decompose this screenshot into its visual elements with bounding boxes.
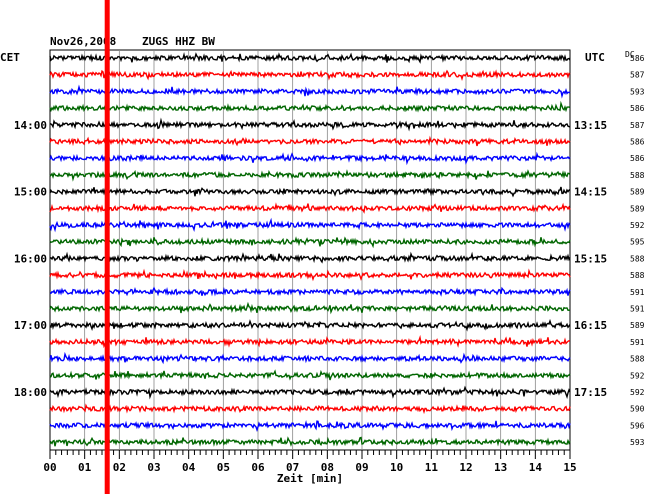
x-tick-label: 08 <box>321 461 334 474</box>
utc-time-label: 13:15 <box>574 119 607 132</box>
dc-value: 589 <box>630 321 645 330</box>
utc-time-label: 17:15 <box>574 386 607 399</box>
header-date: Nov26,2008 <box>50 35 116 48</box>
marker-group <box>104 0 110 494</box>
cet-time-label: 16:00 <box>14 252 47 265</box>
label-group: Nov26,2008 ZUGS HHZ BW CET UTC DC Zeit [… <box>0 35 645 485</box>
x-tick-label: 10 <box>390 461 403 474</box>
trace-group <box>49 52 571 447</box>
event-marker <box>104 0 110 494</box>
trace-line <box>49 436 571 447</box>
dc-value: 593 <box>630 87 645 96</box>
trace-line <box>49 286 571 297</box>
utc-time-label: 16:15 <box>574 319 607 332</box>
x-tick-label: 02 <box>113 461 126 474</box>
x-tick-label: 09 <box>355 461 368 474</box>
dc-value: 587 <box>630 71 645 80</box>
trace-line <box>49 236 571 249</box>
dc-value: 591 <box>630 338 645 347</box>
trace-line <box>49 69 571 82</box>
dc-value: 589 <box>630 188 645 197</box>
trace-line <box>49 268 571 282</box>
trace-line <box>49 351 571 365</box>
dc-value: 588 <box>630 254 645 263</box>
trace-line <box>49 151 571 166</box>
utc-label: UTC <box>585 51 605 64</box>
x-tick-label: 14 <box>529 461 543 474</box>
dc-value: 591 <box>630 305 645 314</box>
trace-line <box>49 52 571 64</box>
trace-line <box>49 251 571 264</box>
trace-line <box>49 217 571 233</box>
cet-time-label: 14:00 <box>14 119 47 132</box>
dc-value: 586 <box>630 104 645 113</box>
x-tick-label: 15 <box>563 461 576 474</box>
dc-value: 587 <box>630 121 645 130</box>
dc-value: 588 <box>630 271 645 280</box>
trace-line <box>49 135 571 147</box>
x-tick-label: 11 <box>425 461 439 474</box>
trace-line <box>49 318 571 332</box>
dc-value: 592 <box>630 221 645 230</box>
cet-time-label: 15:00 <box>14 186 47 199</box>
x-tick-label: 13 <box>494 461 507 474</box>
x-tick-label: 01 <box>78 461 92 474</box>
trace-line <box>49 186 571 198</box>
x-tick-label: 00 <box>43 461 56 474</box>
cet-time-label: 18:00 <box>14 386 47 399</box>
trace-line <box>49 403 571 415</box>
cet-time-label: 17:00 <box>14 319 47 332</box>
x-tick-label: 07 <box>286 461 299 474</box>
x-tick-label: 12 <box>459 461 472 474</box>
dc-value: 589 <box>630 204 645 213</box>
utc-time-label: 14:15 <box>574 186 607 199</box>
dc-value: 586 <box>630 138 645 147</box>
trace-line <box>49 202 571 214</box>
dc-value: 593 <box>630 438 645 447</box>
utc-time-label: 15:15 <box>574 252 607 265</box>
x-tick-label: 03 <box>147 461 160 474</box>
dc-value: 586 <box>630 154 645 163</box>
trace-line <box>49 169 571 182</box>
dc-value: 591 <box>630 288 645 297</box>
trace-line <box>49 334 571 349</box>
trace-line <box>49 100 571 113</box>
dc-value: 588 <box>630 355 645 364</box>
dc-value: 592 <box>630 371 645 380</box>
dc-value: 596 <box>630 421 645 430</box>
x-tick-label: 06 <box>251 461 265 474</box>
header-station: ZUGS HHZ BW <box>142 35 215 48</box>
dc-value: 590 <box>630 405 645 414</box>
dc-value: 588 <box>630 171 645 180</box>
trace-line <box>49 419 571 432</box>
grid <box>49 49 571 459</box>
trace-line <box>49 369 571 381</box>
trace-line <box>49 84 571 99</box>
dc-value: 595 <box>630 238 645 247</box>
dc-value: 592 <box>630 388 645 397</box>
x-tick-label: 04 <box>182 461 196 474</box>
trace-line <box>49 385 571 400</box>
x-axis-label: Zeit [min] <box>277 472 343 485</box>
cet-label: CET <box>0 51 20 64</box>
trace-line <box>49 301 570 315</box>
trace-line <box>49 117 571 132</box>
dc-value: 586 <box>630 54 645 63</box>
x-tick-label: 05 <box>217 461 230 474</box>
dc-label: DC <box>625 50 635 59</box>
